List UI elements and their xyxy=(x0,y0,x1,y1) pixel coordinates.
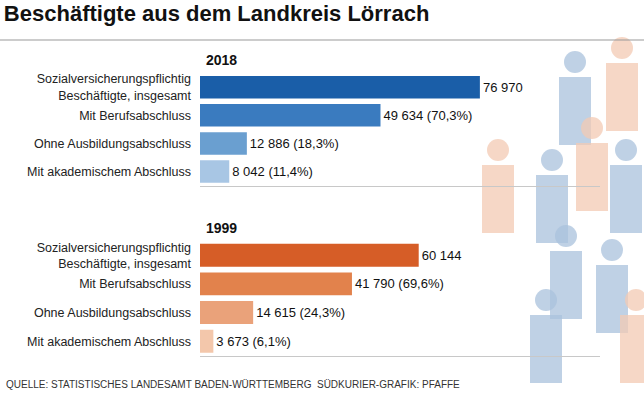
svg-text:QUELLE: STATISTISCHES LANDESAM: QUELLE: STATISTISCHES LANDESAMT BADEN-WÜ… xyxy=(6,379,460,390)
svg-text:Ohne Ausbildungsabschluss: Ohne Ausbildungsabschluss xyxy=(34,137,191,151)
svg-text:Mit akademischem Abschluss: Mit akademischem Abschluss xyxy=(27,165,191,179)
svg-text:60 144: 60 144 xyxy=(422,248,462,263)
svg-text:41 790 (69,6%): 41 790 (69,6%) xyxy=(355,276,444,291)
svg-text:1999: 1999 xyxy=(206,220,237,236)
svg-text:Mit akademischem Abschluss: Mit akademischem Abschluss xyxy=(27,335,191,349)
svg-text:3 673 (6,1%): 3 673 (6,1%) xyxy=(216,334,290,349)
svg-text:12 886 (18,3%): 12 886 (18,3%) xyxy=(250,136,339,151)
svg-text:8 042 (11,4%): 8 042 (11,4%) xyxy=(232,164,313,179)
svg-text:Beschäftigte aus dem Landkreis: Beschäftigte aus dem Landkreis Lörrach xyxy=(4,1,429,26)
svg-text:SozialversicherungspflichtigBe: SozialversicherungspflichtigBeschäftigte… xyxy=(37,241,192,271)
svg-text:Mit Berufsabschluss: Mit Berufsabschluss xyxy=(79,109,191,123)
svg-text:76 970: 76 970 xyxy=(483,80,523,95)
svg-text:14 615 (24,3%): 14 615 (24,3%) xyxy=(256,305,345,320)
svg-text:SozialversicherungspflichtigBe: SozialversicherungspflichtigBeschäftigte… xyxy=(37,72,192,102)
svg-text:49 634 (70,3%): 49 634 (70,3%) xyxy=(383,108,472,123)
svg-text:2018: 2018 xyxy=(206,52,237,68)
svg-text:Ohne Ausbildungsabschluss: Ohne Ausbildungsabschluss xyxy=(34,306,191,320)
svg-text:Mit Berufsabschluss: Mit Berufsabschluss xyxy=(79,277,191,291)
